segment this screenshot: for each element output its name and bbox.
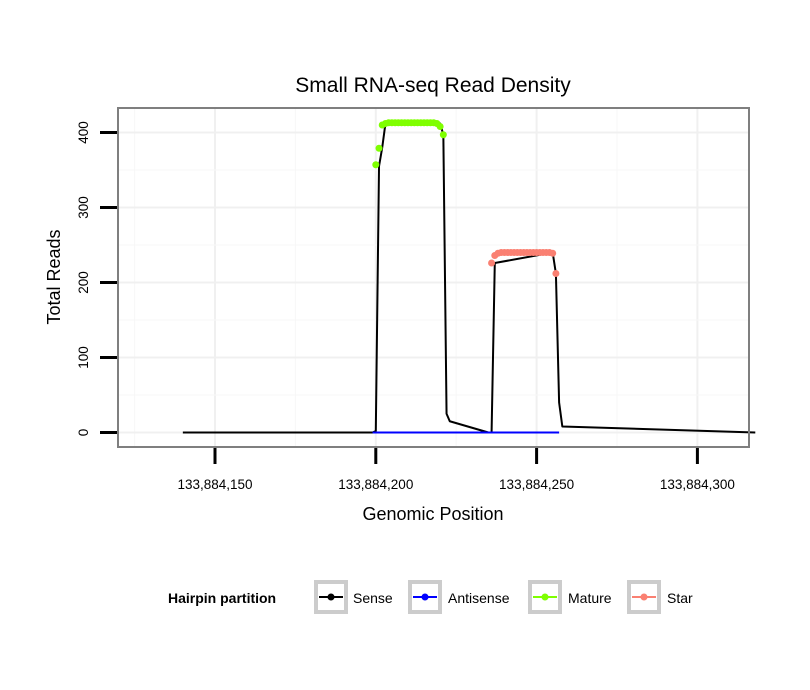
data-point-star (488, 259, 496, 267)
chart-title: Small RNA-seq Read Density (295, 74, 571, 97)
series-layer (182, 119, 756, 434)
data-point-mature (439, 131, 447, 139)
legend-key-point (327, 593, 335, 601)
x-tick-label: 133,884,300 (660, 477, 735, 492)
legend: Hairpin partition Sense Antisense Mature St… (168, 580, 693, 614)
x-tick-label: 133,884,250 (499, 477, 574, 492)
legend-label-sense: Sense (353, 590, 393, 606)
y-axis-title: Total Reads (44, 229, 64, 324)
x-tick-label: 133,884,200 (338, 477, 413, 492)
series-line-sense (182, 122, 756, 434)
x-axis-ticks: 133,884,150 133,884,200 133,884,250 133,884… (177, 448, 735, 492)
legend-label-mature: Mature (568, 590, 612, 606)
plot-panel-border (117, 107, 750, 448)
y-tick-label: 100 (76, 346, 91, 369)
x-axis-title: Genomic Position (362, 504, 503, 524)
y-tick-label: 300 (76, 196, 91, 219)
legend-label-star: Star (667, 590, 693, 606)
y-tick-label: 200 (76, 271, 91, 294)
x-tick-label: 133,884,150 (177, 477, 252, 492)
grid-lines (118, 108, 749, 447)
data-point-mature (436, 123, 444, 130)
y-axis-ticks: 0 100 200 300 400 (76, 121, 117, 436)
y-tick-label: 0 (76, 429, 91, 437)
data-point-mature (372, 161, 380, 169)
legend-key-point (640, 593, 648, 601)
data-point-star (549, 249, 557, 257)
legend-key-point (541, 593, 549, 601)
y-tick-label: 400 (76, 121, 91, 144)
data-point-star (552, 270, 560, 277)
legend-title: Hairpin partition (168, 590, 276, 606)
legend-key-point (421, 593, 429, 601)
legend-label-antisense: Antisense (448, 590, 510, 606)
data-point-mature (375, 144, 383, 152)
